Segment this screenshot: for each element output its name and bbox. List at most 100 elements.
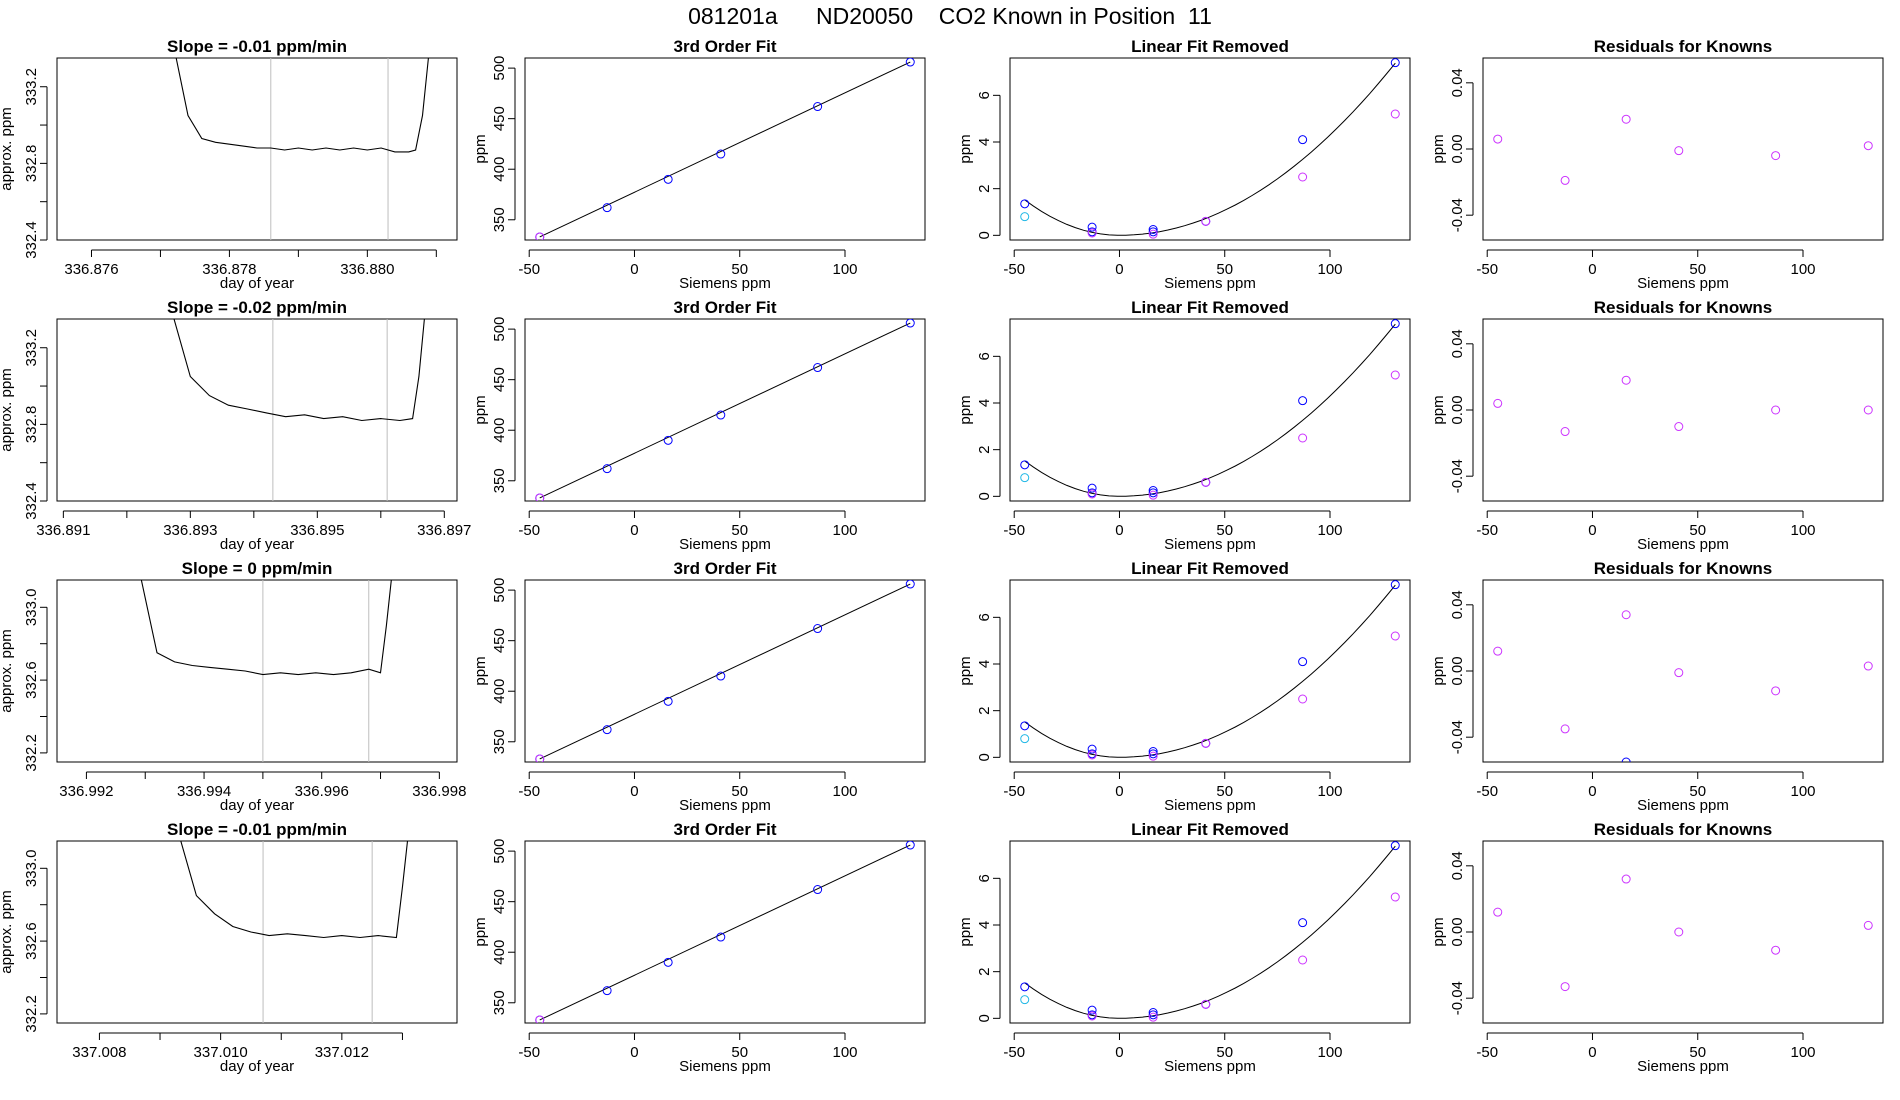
x-tick-label: 336.992 [59,783,113,800]
x-axis-label: day of year [220,536,294,553]
data-point [1390,841,1400,851]
panel-title: Slope = 0 ppm/min [182,559,333,578]
fit-line [539,844,911,1021]
x-tick-label: 100 [1317,522,1342,539]
panel-r1-c4: Residuals for Knowns -50 0 50 100 Siemens ppm… [1430,37,1884,292]
x-tick-label: 50 [731,522,748,539]
panel-title: 3rd Order Fit [674,298,777,317]
data-point [1298,918,1308,928]
data-point [1390,892,1400,902]
y-tick-label: 400 [491,418,508,443]
data-point [1674,146,1684,156]
panel-r2-c1: Slope = -0.02 ppm/min 336.891 336.893 336.8… [0,298,471,553]
concentration-trace [173,319,425,422]
data-point [535,232,545,240]
plot-area [173,319,425,501]
data-point [1148,1010,1158,1020]
x-tick-label: -50 [518,522,540,539]
data-point [1201,216,1211,226]
data-point [663,696,673,706]
data-point [663,957,673,967]
y-tick-label: -0.04 [1449,198,1466,232]
x-tick-label: 100 [832,783,857,800]
plot-area [1020,841,1400,1022]
y-axis-label: ppm [957,395,974,424]
x-tick-label: -50 [1003,261,1025,278]
data-point [1201,477,1211,487]
x-tick-label: -50 [1476,1044,1498,1061]
data-point [1560,724,1570,734]
y-tick-label: 4 [976,660,993,668]
y-tick-label: 0.04 [1449,851,1466,880]
data-point [1863,661,1873,671]
panel-title: Linear Fit Removed [1131,37,1289,56]
panel-r2-c4: Residuals for Knowns -50 0 50 100 Siemens ppm… [1430,298,1884,553]
data-point [1493,646,1503,656]
x-tick-label: 0 [1115,1044,1123,1061]
y-tick-label: 6 [976,91,993,99]
x-axis-label: day of year [220,797,294,814]
panel-title: 3rd Order Fit [674,37,777,56]
data-point [716,149,726,159]
y-tick-label: 0 [976,753,993,761]
x-tick-label: 50 [1216,1044,1233,1061]
x-tick-label: 0 [630,1044,638,1061]
y-tick-label: 6 [976,352,993,360]
y-axis-label: approx. ppm [0,107,15,190]
y-tick-label: 333.2 [23,68,40,106]
x-tick-label: 336.994 [177,783,231,800]
data-point [1087,489,1097,499]
plot-area [1020,58,1400,239]
data-point [1390,319,1400,329]
data-point [813,624,823,634]
data-point [1560,427,1570,437]
y-axis-label: ppm [472,917,489,946]
plot-frame [56,579,458,763]
x-tick-label: 100 [832,1044,857,1061]
y-tick-label: 450 [491,106,508,131]
y-axis-label: ppm [1430,134,1447,163]
data-point [1390,370,1400,380]
y-tick-label: 0 [976,492,993,500]
y-tick-label: 332.6 [23,922,40,960]
y-tick-label: 4 [976,921,993,929]
panel-r1-c1: Slope = -0.01 ppm/min 336.876 336.878 336.8… [0,37,458,292]
x-tick-label: 50 [731,261,748,278]
data-point [1148,229,1158,239]
y-tick-label: 6 [976,613,993,621]
x-tick-label: 0 [1588,522,1596,539]
x-tick-label: 50 [1689,783,1706,800]
x-axis-label: Siemens ppm [1164,797,1256,814]
y-tick-label: 6 [976,874,993,882]
x-tick-label: 0 [1115,783,1123,800]
data-point [1148,1012,1158,1022]
y-tick-label: 400 [491,157,508,182]
plot-frame [524,318,926,502]
data-point [716,671,726,681]
data-point [1771,686,1781,696]
data-point [602,464,612,474]
panel-title: Residuals for Knowns [1594,298,1773,317]
data-point [1020,982,1030,992]
data-point [1087,744,1097,754]
plot-area [175,58,429,240]
x-tick-label: 100 [1790,522,1815,539]
data-point [1148,488,1158,498]
data-point [1020,734,1030,744]
x-tick-label: 100 [832,261,857,278]
y-axis-label: approx. ppm [0,890,15,973]
concentration-trace [175,58,429,153]
x-tick-label: 336.998 [412,783,466,800]
y-tick-label: 333.0 [23,589,40,627]
x-tick-label: 0 [1588,783,1596,800]
data-point [1863,405,1873,415]
y-tick-label: 2 [976,184,993,192]
x-tick-label: 0 [630,783,638,800]
x-tick-label: 100 [1317,261,1342,278]
x-tick-label: 337.010 [194,1044,248,1061]
data-point [1298,135,1308,145]
y-tick-label: 500 [491,56,508,81]
data-point [905,58,915,67]
plot-frame [1482,318,1884,502]
y-tick-label: 350 [491,990,508,1015]
